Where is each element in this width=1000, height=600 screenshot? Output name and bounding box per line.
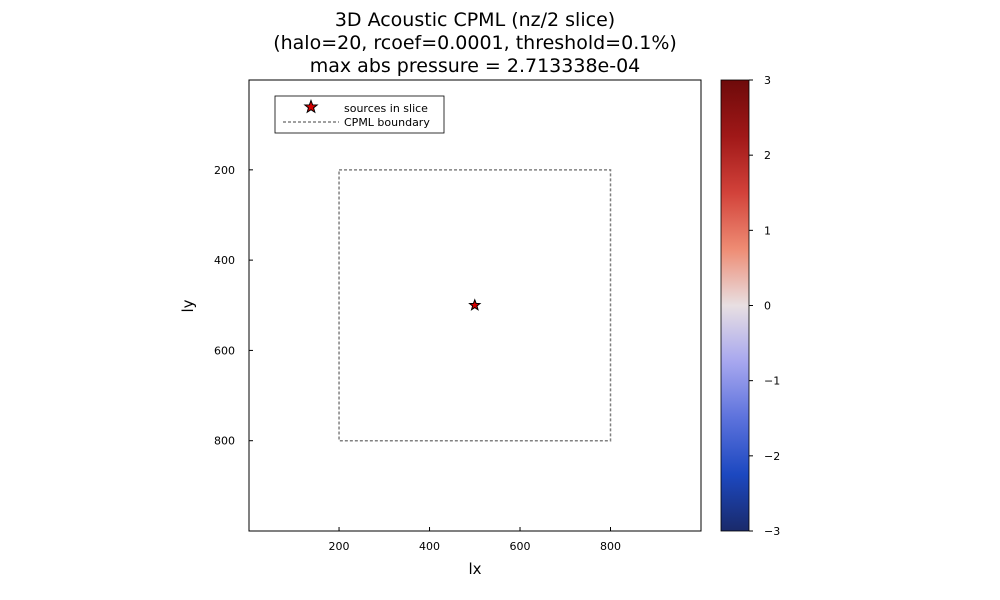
colorbar-tick-label: −3 — [764, 525, 780, 538]
colorbar-tick-label: 2 — [764, 149, 771, 162]
colorbar: 3 2 1 0 −1 −2 −3 — [720, 74, 780, 538]
legend-entry-sources: sources in slice — [344, 102, 428, 115]
colorbar-gradient — [720, 79, 750, 532]
chart-title-line-3: max abs pressure = 2.713338e-04 — [310, 55, 641, 77]
y-tick-label: 200 — [214, 164, 235, 177]
x-axis-label: lx — [468, 560, 481, 578]
legend-box — [274, 95, 445, 134]
sources-layer — [468, 298, 482, 311]
plot-frame — [248, 79, 702, 532]
colorbar-tick-label: 3 — [764, 74, 771, 87]
legend-entry-cpml-boundary: CPML boundary — [344, 116, 430, 129]
chart-title-line-1: 3D Acoustic CPML (nz/2 slice) — [335, 9, 615, 31]
source-marker — [468, 298, 482, 311]
legend-star-icon — [303, 99, 319, 114]
colorbar-tick-label: −2 — [764, 450, 780, 463]
chart-title-line-2: (halo=20, rcoef=0.0001, threshold=0.1%) — [273, 32, 677, 54]
cpml-boundary — [338, 169, 612, 442]
colorbar-ticks: 3 2 1 0 −1 −2 −3 — [749, 74, 780, 538]
colorbar-tick-label: 0 — [764, 300, 771, 313]
y-axis-label: ly — [179, 299, 197, 312]
colorbar-tick-label: −1 — [764, 375, 780, 388]
plot-area: 200 400 600 800 200 400 600 800 — [214, 79, 702, 553]
y-tick-label: 800 — [214, 435, 235, 448]
y-tick-label: 400 — [214, 254, 235, 267]
x-tick-label: 600 — [510, 540, 531, 553]
x-tick-label: 400 — [419, 540, 440, 553]
y-axis-ticks: 200 400 600 800 — [214, 164, 253, 448]
x-tick-label: 200 — [329, 540, 350, 553]
y-tick-label: 600 — [214, 344, 235, 357]
x-tick-label: 800 — [600, 540, 621, 553]
legend: sources in slice CPML boundary — [274, 95, 445, 134]
colorbar-tick-label: 1 — [764, 224, 771, 237]
x-axis-ticks: 200 400 600 800 — [329, 527, 621, 553]
